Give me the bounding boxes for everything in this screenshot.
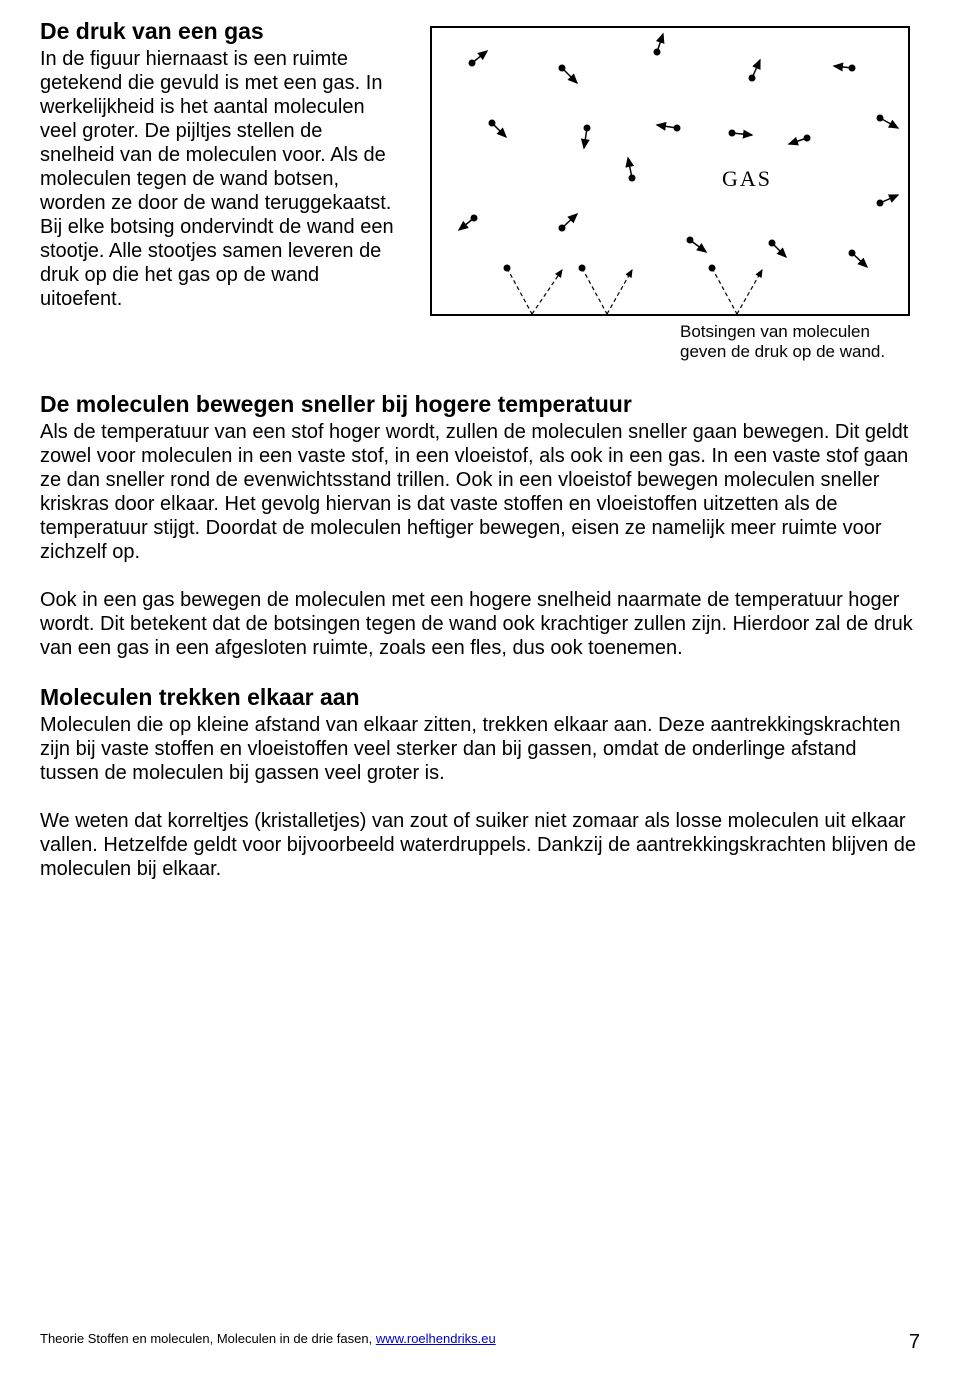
figure-caption: Botsingen van moleculen geven de druk op…	[680, 322, 920, 363]
page-footer: Theorie Stoffen en moleculen, Moleculen …	[40, 1331, 920, 1354]
section3-body1: Moleculen die op kleine afstand van elka…	[40, 713, 920, 785]
section3-heading: Moleculen trekken elkaar aan	[40, 684, 920, 711]
section3-body2: We weten dat korreltjes (kristalletjes) …	[40, 809, 920, 881]
section1-body: In de figuur hiernaast is een ruimte get…	[40, 47, 400, 311]
section2-body1: Als de temperatuur van een stof hoger wo…	[40, 420, 920, 564]
section1-heading: De druk van een gas	[40, 18, 400, 45]
page-number: 7	[909, 1331, 920, 1354]
footer-link[interactable]: www.roelhendriks.eu	[376, 1331, 496, 1346]
gas-svg	[432, 28, 912, 318]
gas-figure: GAS Botsingen van moleculen geven de dru…	[430, 18, 920, 363]
section2-heading: De moleculen bewegen sneller bij hogere …	[40, 391, 920, 418]
gas-box: GAS	[430, 26, 910, 316]
section2-body2: Ook in een gas bewegen de moleculen met …	[40, 588, 920, 660]
footer-text: Theorie Stoffen en moleculen, Moleculen …	[40, 1331, 496, 1354]
gas-label: GAS	[722, 166, 772, 192]
